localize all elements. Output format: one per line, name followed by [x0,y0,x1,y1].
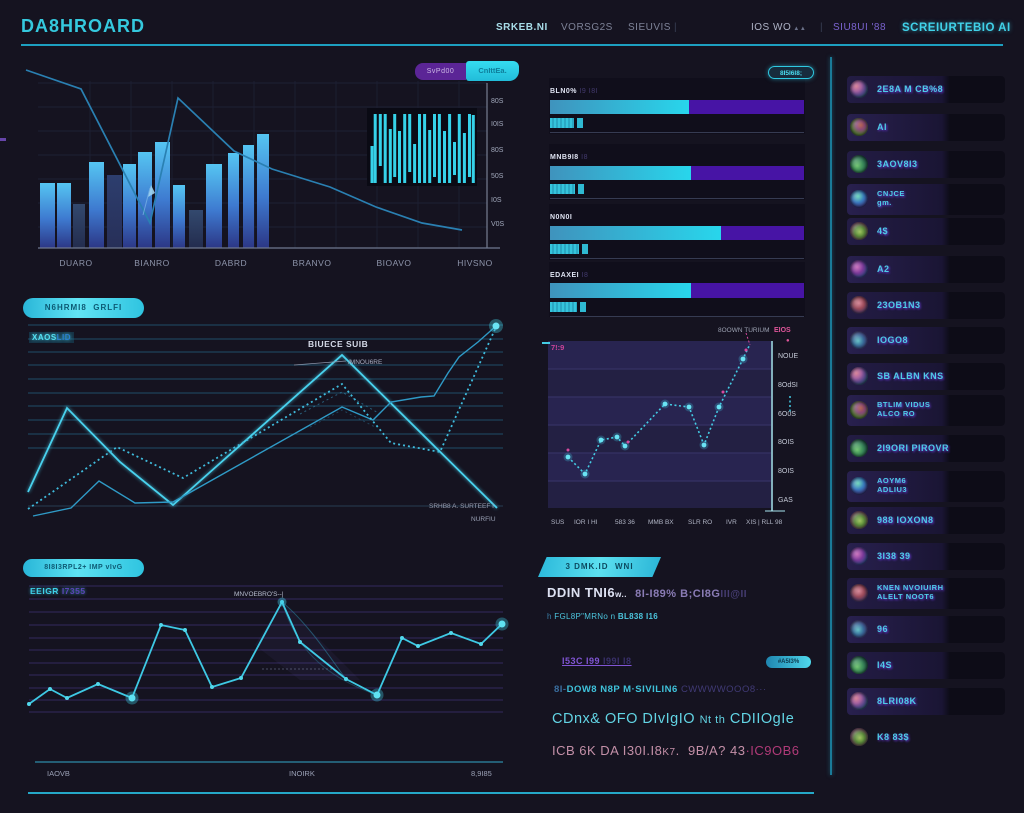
svg-text:8OIS: 8OIS [778,468,794,475]
svg-text:8OOWN TURIUM: 8OOWN TURIUM [718,327,770,334]
svg-text:| RLL 98: | RLL 98 [758,519,783,526]
svg-text:8,9I85: 8,9I85 [471,769,492,778]
svg-text:8OdSI: 8OdSI [778,382,798,389]
svg-text:SRHB8 A. SURTEEF I: SRHB8 A. SURTEEF I [429,503,494,510]
svg-text:●: ● [786,338,790,344]
svg-text:HIVSNO: HIVSNO [457,258,493,268]
svg-text:NURFIU: NURFIU [471,516,496,523]
svg-text:583 36: 583 36 [615,519,635,526]
svg-text:MMB BX: MMB BX [648,519,674,526]
svg-text:80S: 80S [491,98,504,105]
svg-text:INOIRK: INOIRK [289,769,315,778]
svg-text:EIOS: EIOS [774,327,791,334]
svg-text:XIS: XIS [746,519,757,526]
svg-text:BIUECE SUIB: BIUECE SUIB [308,339,368,349]
svg-text:7!:9: 7!:9 [551,343,564,352]
svg-text:8OIS: 8OIS [778,439,794,446]
svg-text:I0S: I0S [491,197,502,204]
svg-text:IOR I HI: IOR I HI [574,519,598,526]
svg-text:50S: 50S [491,173,504,180]
svg-text:BIANRO: BIANRO [134,258,170,268]
svg-text:IAOVB: IAOVB [47,769,70,778]
svg-text:BIOAVO: BIOAVO [377,258,412,268]
svg-text:DABRD: DABRD [215,258,247,268]
svg-text:/MNOU6RE: /MNOU6RE [348,359,383,366]
svg-text:BRANVO: BRANVO [293,258,332,268]
svg-text:IVR: IVR [726,519,737,526]
svg-text:V0S: V0S [491,221,505,228]
svg-text:80S: 80S [491,147,504,154]
svg-text:SLR RO: SLR RO [688,519,712,526]
svg-text:I0IS: I0IS [491,121,504,128]
svg-text:MNVOEBRO'S--|: MNVOEBRO'S--| [234,591,284,598]
svg-text:NOUE: NOUE [778,353,799,360]
svg-text:DUARO: DUARO [59,258,92,268]
svg-text:GAS: GAS [778,497,793,504]
svg-text:SUS: SUS [551,519,565,526]
svg-text:6O0S: 6O0S [778,411,796,418]
